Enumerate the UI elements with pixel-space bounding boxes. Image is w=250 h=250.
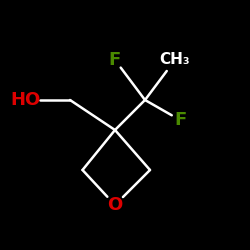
Text: CH₃: CH₃	[160, 52, 190, 68]
Text: HO: HO	[10, 91, 40, 109]
Text: F: F	[174, 111, 186, 129]
Text: F: F	[109, 51, 121, 69]
Text: O: O	[108, 196, 122, 214]
